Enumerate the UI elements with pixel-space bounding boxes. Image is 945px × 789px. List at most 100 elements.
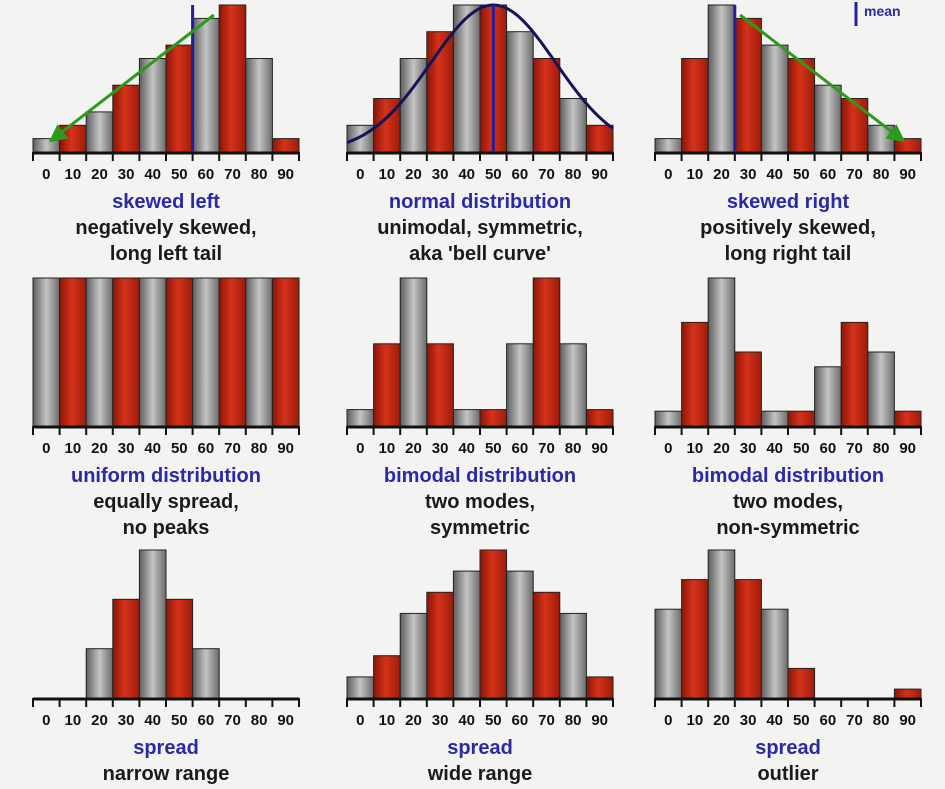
- x-tick-label: 20: [91, 440, 108, 457]
- bar-90: [893, 138, 922, 153]
- bar-60: [814, 366, 842, 427]
- bar-30: [112, 277, 140, 427]
- x-tick-label: 10: [687, 712, 704, 729]
- bar-40: [138, 58, 167, 153]
- bar-80: [559, 343, 587, 427]
- bar-70: [532, 591, 561, 699]
- histogram-panel-8: 0 10 20 30 40 50 60 70 80 90 spread wide range: [346, 549, 614, 785]
- x-tick-label: 30: [432, 440, 449, 457]
- x-tick-label: 20: [713, 440, 730, 457]
- bar-90: [585, 124, 614, 153]
- bar-20: [399, 277, 428, 427]
- caption-line: wide range: [427, 763, 532, 785]
- x-tick-label: 90: [277, 440, 294, 457]
- x-tick-label: 40: [144, 712, 161, 729]
- x-tick-label: 60: [820, 166, 837, 183]
- bar-30: [426, 591, 454, 699]
- caption-line: outlier: [757, 763, 818, 785]
- bar-30: [112, 598, 140, 699]
- bar-40: [452, 570, 481, 699]
- x-tick-label: 70: [224, 712, 241, 729]
- bar-20: [85, 277, 114, 427]
- x-tick-label: 80: [873, 712, 890, 729]
- x-tick-label: 20: [91, 166, 108, 183]
- caption-title: spread: [755, 737, 821, 759]
- x-tick-label: 10: [379, 712, 396, 729]
- histogram-panel-2: 0 10 20 30 40 50 60 70 80 90 normal distribution un…: [346, 3, 614, 265]
- x-tick-label: 30: [432, 166, 449, 183]
- bar-90: [585, 409, 614, 427]
- histogram-panel-4: 0 10 20 30 40 50 60 70 80 90 uniform distribution e…: [32, 277, 300, 539]
- caption-title: uniform distribution: [71, 465, 261, 487]
- bar-70: [840, 321, 869, 427]
- x-tick-label: 30: [740, 440, 757, 457]
- bar-30: [112, 84, 140, 153]
- x-tick-label: 60: [198, 166, 215, 183]
- caption-line: long right tail: [725, 243, 852, 265]
- x-tick-label: 50: [485, 440, 502, 457]
- x-tick-label: 30: [118, 440, 135, 457]
- bar-30: [734, 17, 762, 153]
- x-tick-label: 60: [198, 440, 215, 457]
- x-tick-label: 0: [356, 712, 364, 729]
- bar-60: [814, 84, 842, 153]
- x-tick-label: 70: [846, 166, 863, 183]
- caption-title: skewed right: [727, 191, 850, 213]
- bar-50: [165, 44, 194, 153]
- x-tick-label: 30: [432, 712, 449, 729]
- x-tick-label: 0: [42, 166, 50, 183]
- bar-50: [479, 409, 508, 427]
- x-tick-label: 90: [899, 440, 916, 457]
- x-tick-label: 0: [664, 166, 672, 183]
- bar-10: [681, 321, 709, 427]
- x-tick-label: 90: [277, 712, 294, 729]
- bar-10: [373, 655, 401, 699]
- bar-20: [707, 549, 736, 699]
- normal-curve: [346, 3, 614, 144]
- x-tick-label: 30: [740, 166, 757, 183]
- x-tick-label: 10: [65, 712, 82, 729]
- bar-0: [654, 608, 683, 699]
- bar-40: [760, 608, 789, 699]
- bar-70: [218, 4, 247, 153]
- x-tick-label: 10: [379, 440, 396, 457]
- x-tick-label: 40: [458, 440, 475, 457]
- caption-line: long left tail: [110, 243, 222, 265]
- bar-20: [707, 4, 736, 153]
- x-tick-label: 0: [42, 440, 50, 457]
- histogram-panel-5: 0 10 20 30 40 50 60 70 80 90 bimodal distribution t…: [346, 277, 614, 539]
- bar-80: [245, 58, 273, 153]
- x-tick-label: 90: [899, 712, 916, 729]
- legend-mean-label: mean: [864, 3, 901, 19]
- x-tick-label: 70: [538, 166, 555, 183]
- x-tick-label: 70: [846, 440, 863, 457]
- bar-20: [399, 612, 428, 699]
- caption-line: symmetric: [430, 517, 530, 539]
- bar-30: [734, 579, 762, 699]
- x-tick-label: 0: [356, 440, 364, 457]
- bar-60: [506, 343, 534, 427]
- bar-10: [681, 579, 709, 699]
- bar-40: [760, 44, 789, 153]
- bar-70: [532, 277, 561, 427]
- x-tick-label: 20: [713, 166, 730, 183]
- x-tick-label: 50: [485, 712, 502, 729]
- x-tick-label: 20: [405, 166, 422, 183]
- bar-90: [271, 138, 300, 153]
- bar-50: [165, 277, 194, 427]
- caption-title: skewed left: [112, 191, 220, 213]
- x-tick-label: 80: [565, 712, 582, 729]
- bar-40: [138, 277, 167, 427]
- x-tick-label: 50: [171, 440, 188, 457]
- bar-60: [506, 570, 534, 699]
- bar-50: [787, 58, 816, 153]
- bar-60: [192, 648, 220, 699]
- bar-40: [138, 549, 167, 699]
- histogram-panel-7: 0 10 20 30 40 50 60 70 80 90 spread narrow range: [32, 549, 300, 785]
- caption-line: positively skewed,: [700, 217, 876, 239]
- x-tick-label: 60: [820, 712, 837, 729]
- bar-60: [192, 17, 220, 153]
- x-tick-label: 90: [899, 166, 916, 183]
- x-tick-label: 80: [873, 440, 890, 457]
- x-tick-label: 70: [224, 166, 241, 183]
